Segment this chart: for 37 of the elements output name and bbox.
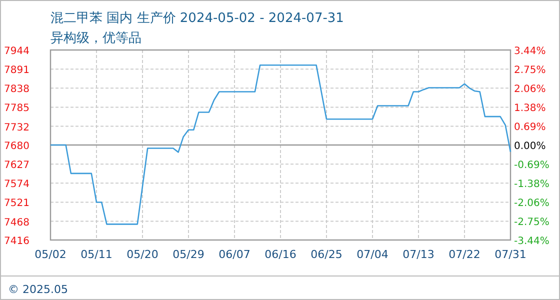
- x-tick-label: 06/07: [218, 248, 250, 261]
- y2-tick-label: 2.06%: [514, 84, 546, 96]
- y2-tick-label: -2.06%: [514, 198, 550, 209]
- y-tick-label: 7891: [4, 65, 30, 76]
- y-tick-label: 7574: [4, 179, 30, 190]
- y2-tick-label: -1.38%: [514, 179, 550, 190]
- y-tick-label: 7732: [4, 122, 30, 134]
- y2-tick-label: 0.00%: [514, 141, 546, 152]
- x-tick-label: 07/31: [494, 248, 526, 261]
- chart-subtitle: 异构级，优等品: [50, 31, 142, 46]
- x-tick-label: 06/25: [310, 248, 342, 261]
- x-tick-label: 05/29: [172, 248, 204, 261]
- y-tick-label: 7838: [4, 84, 30, 96]
- x-tick-label: 07/13: [402, 248, 434, 261]
- y-tick-label: 7416: [4, 236, 30, 247]
- x-tick-label: 05/11: [80, 248, 112, 261]
- x-tick-label: 05/20: [126, 248, 158, 261]
- y2-tick-label: 3.44%: [514, 46, 546, 57]
- y-tick-label: 7521: [4, 198, 30, 210]
- line-series: [50, 64, 512, 225]
- y2-tick-label: -2.75%: [514, 216, 550, 228]
- y2-tick-label: -0.69%: [514, 160, 550, 172]
- x-tick-label: 06/16: [264, 248, 296, 261]
- x-tick-label: 07/04: [356, 248, 388, 261]
- text: © 2025.05: [8, 283, 68, 296]
- y2-tick-label: 2.75%: [514, 65, 546, 76]
- y2-tick-label: 1.38%: [514, 102, 546, 114]
- x-tick-label: 07/22: [448, 248, 480, 261]
- x-tick-label: 05/02: [34, 248, 66, 261]
- y-tick-label: 7944: [4, 46, 30, 57]
- y-tick-label: 7468: [4, 217, 30, 228]
- y2-tick-label: -3.44%: [514, 236, 550, 247]
- y-tick-label: 7627: [4, 160, 30, 172]
- y2-tick-label: 0.69%: [514, 122, 546, 133]
- chart-title: 混二甲苯 国内 生产价 2024-05-02 - 2024-07-31: [50, 11, 344, 26]
- y-tick-label: 7680: [4, 141, 30, 152]
- y-tick-label: 7785: [4, 103, 30, 114]
